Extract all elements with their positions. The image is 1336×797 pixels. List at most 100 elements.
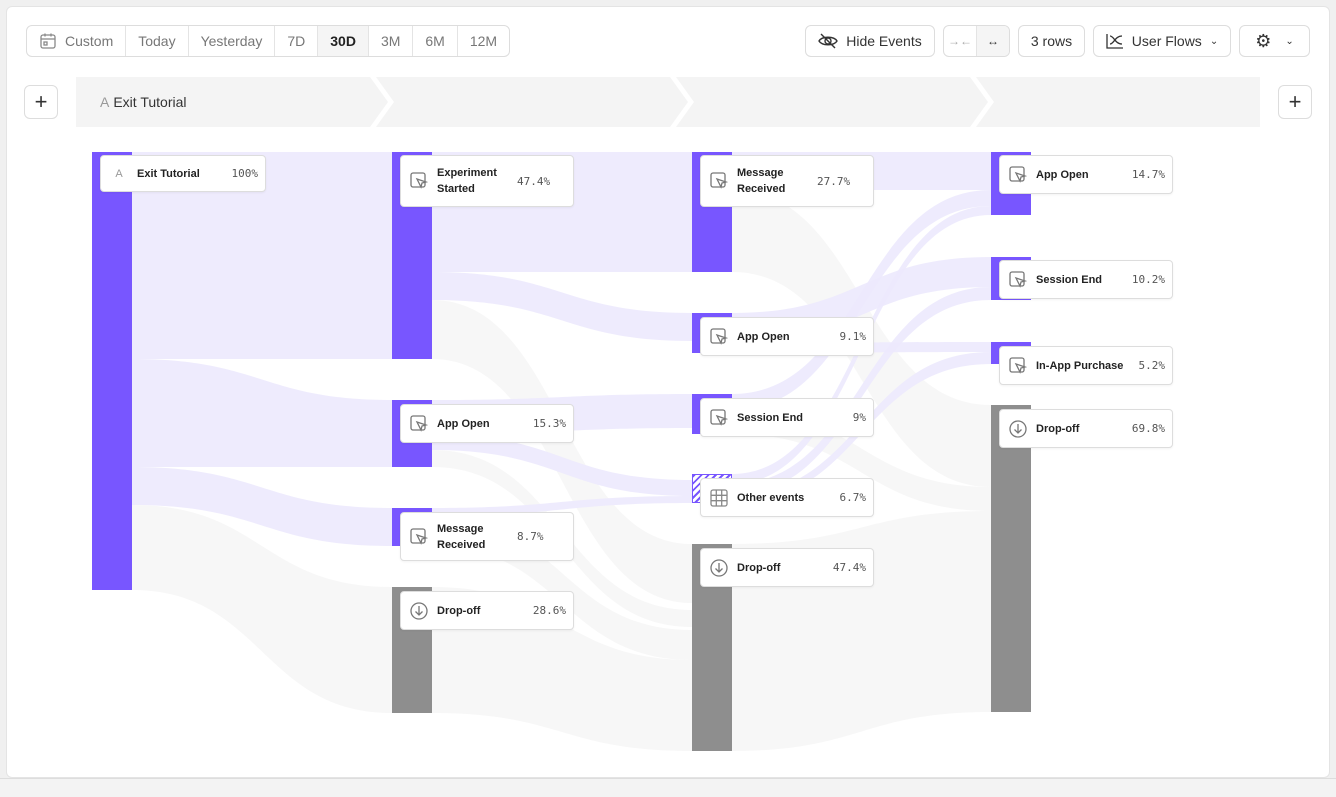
node-card[interactable]: Experiment Started 47.4% (400, 155, 574, 207)
node-card[interactable]: App Open 9.1% (700, 317, 874, 356)
flow-link[interactable] (132, 359, 392, 467)
cursor-click-icon (409, 171, 429, 191)
node-name: In-App Purchase (1036, 359, 1124, 372)
node-name: Experiment Started (437, 167, 497, 195)
flow-link[interactable] (132, 152, 392, 359)
node-card[interactable]: App Open 14.7% (999, 155, 1173, 194)
arrow-down-circle-icon (1008, 419, 1028, 439)
node-bar[interactable] (991, 405, 1031, 712)
range-6m[interactable]: 6M (413, 26, 458, 56)
range-7d[interactable]: 7D (275, 26, 319, 56)
range-custom[interactable]: Custom (27, 26, 127, 56)
node-card[interactable]: Drop-off 28.6% (400, 591, 574, 630)
flow-link[interactable] (732, 511, 991, 751)
node-percent: 6.7% (839, 491, 867, 504)
grid-icon (709, 488, 729, 508)
cursor-click-icon (709, 408, 729, 428)
collapse-icon[interactable]: →← (948, 34, 972, 48)
node-name: Message Received (737, 167, 786, 195)
flow-link[interactable] (432, 300, 692, 603)
node-name: Other events (737, 491, 805, 504)
cursor-click-icon (709, 171, 729, 191)
node-card[interactable]: A Exit Tutorial 100% (100, 155, 266, 192)
flow-link[interactable] (732, 287, 991, 495)
node-name: Drop-off (437, 604, 481, 617)
cursor-click-icon (1008, 270, 1028, 290)
step-1 (76, 77, 388, 127)
node-name: App Open (737, 330, 790, 343)
node-percent: 27.7% (817, 174, 851, 188)
flow-link[interactable] (432, 434, 692, 496)
node-percent: 47.4% (832, 561, 866, 574)
step-1-label[interactable]: A Exit Tutorial (100, 94, 187, 110)
node-percent: 28.6% (532, 604, 566, 617)
flow-link[interactable] (132, 467, 392, 546)
settings-button[interactable]: ⚙ ⌄ (1239, 25, 1310, 57)
chevron-down-icon: ⌄ (1209, 35, 1219, 47)
node-name: App Open (1036, 168, 1089, 181)
node-card[interactable]: Other events 6.7% (700, 478, 874, 517)
range-12m[interactable]: 12M (469, 33, 498, 49)
arrow-down-circle-icon (709, 558, 729, 578)
rows-button[interactable]: 3 rows (1018, 25, 1085, 57)
node-bar[interactable] (92, 152, 132, 590)
gear-icon: ⚙ (1255, 30, 1272, 51)
node-name: Message Received (437, 522, 486, 551)
flow-link[interactable] (432, 496, 692, 516)
node-percent: 14.7% (1131, 168, 1165, 181)
node-percent: 69.8% (1131, 422, 1165, 435)
hide-events-button[interactable]: Hide Events (805, 25, 935, 57)
cursor-click-icon (1008, 165, 1028, 185)
add-step-after-button[interactable]: + (1278, 85, 1312, 119)
flow-link[interactable] (732, 190, 991, 410)
node-card[interactable]: App Open 15.3% (400, 404, 574, 443)
range-today[interactable]: Today (126, 26, 189, 56)
cursor-click-icon (1008, 356, 1028, 376)
node-percent: 9.1% (839, 330, 867, 343)
bottom-bar (0, 778, 1336, 797)
chevron-down-icon: ⌄ (1285, 35, 1294, 47)
range-yesterday[interactable]: Yesterday (189, 26, 276, 56)
node-name: Drop-off (1036, 422, 1080, 435)
cursor-click-icon (709, 327, 729, 347)
expand-icon[interactable]: ↔ (976, 26, 1009, 56)
view-selector[interactable]: User Flows ⌄ (1093, 25, 1231, 57)
node-card[interactable]: Message Received 8.7% (400, 512, 574, 561)
node-name: Session End (737, 411, 804, 424)
step-4 (976, 77, 1260, 127)
node-card[interactable]: In-App Purchase 5.2% (999, 346, 1173, 385)
node-card[interactable]: Drop-off 47.4% (700, 548, 874, 587)
node-card[interactable]: Session End 10.2% (999, 260, 1173, 299)
node-percent: 10.2% (1131, 273, 1165, 286)
cursor-click-icon (409, 414, 429, 434)
cursor-click-icon (409, 527, 429, 547)
node-name: Session End (1036, 273, 1103, 286)
node-name: Drop-off (737, 561, 781, 574)
flow-link[interactable] (432, 272, 692, 341)
step-header (76, 77, 1260, 127)
node-percent: 15.3% (532, 417, 566, 430)
step-2 (376, 77, 688, 127)
flows-chart-icon (1106, 34, 1123, 49)
node-card[interactable]: Session End 9% (700, 398, 874, 437)
node-card[interactable]: Drop-off 69.8% (999, 409, 1173, 448)
flow-link[interactable] (132, 505, 392, 713)
node-card[interactable]: Message Received 27.7% (700, 155, 874, 207)
node-percent: 100% (231, 167, 259, 180)
step-3 (676, 77, 988, 127)
node-percent: 5.2% (1138, 359, 1166, 372)
letter-a-icon: A (115, 167, 123, 180)
node-percent: 9% (852, 411, 866, 424)
range-3m[interactable]: 3M (369, 26, 414, 56)
node-percent: 47.4% (517, 174, 551, 188)
eye-off-icon (818, 33, 839, 49)
node-percent: 8.7% (517, 530, 544, 543)
date-range-selector: Custom Today Yesterday 7D 30D 3M 6M 12M (26, 25, 511, 57)
width-toggle: →← ↔ (943, 25, 1010, 57)
arrow-down-circle-icon (409, 601, 429, 621)
node-name: Exit Tutorial (137, 167, 200, 180)
range-30d[interactable]: 30D (318, 26, 369, 56)
add-step-before-button[interactable]: + (24, 85, 58, 119)
calendar-icon (40, 33, 56, 49)
